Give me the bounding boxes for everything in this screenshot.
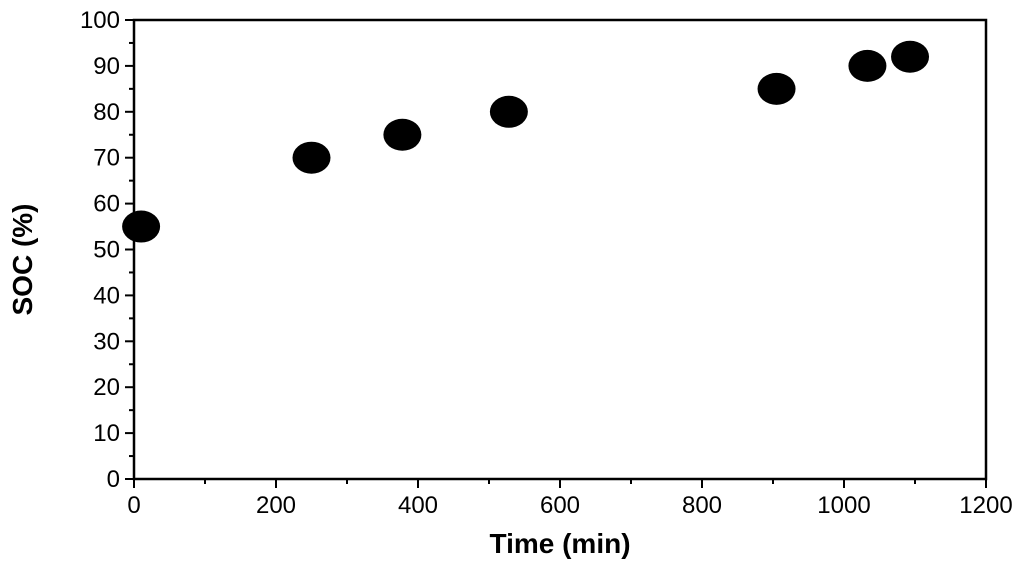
y-tick-label: 70 (93, 145, 120, 172)
y-tick-label: 10 (93, 420, 120, 447)
x-tick-label: 0 (127, 492, 140, 519)
y-tick-label: 80 (93, 99, 120, 126)
data-point (489, 95, 528, 128)
plot-frame (132, 18, 988, 481)
x-axis-label: Time (min) (489, 528, 630, 559)
x-tick-label: 1000 (817, 492, 870, 519)
y-tick-label: 40 (93, 282, 120, 309)
y-tick-label: 90 (93, 53, 120, 80)
data-point (848, 49, 887, 82)
x-tick-label: 1200 (959, 492, 1012, 519)
x-tick-label: 200 (256, 492, 296, 519)
data-point (383, 118, 422, 151)
y-tick-label: 20 (93, 374, 120, 401)
x-axis-ticks: 0 200 400 600 800 1000 1200 (127, 479, 1013, 519)
data-points (122, 40, 930, 243)
y-tick-label: 50 (93, 237, 120, 264)
data-point (891, 40, 930, 73)
y-axis-label: SOC (%) (7, 204, 38, 316)
data-point (122, 210, 161, 243)
y-tick-label: 100 (80, 7, 120, 34)
data-point (292, 141, 331, 174)
x-tick-label: 800 (682, 492, 722, 519)
y-axis-ticks: 0 10 20 30 40 50 60 70 80 90 100 (80, 7, 134, 493)
data-point (757, 72, 796, 105)
x-tick-label: 600 (540, 492, 580, 519)
y-tick-label: 0 (107, 466, 120, 493)
y-tick-label: 30 (93, 328, 120, 355)
y-tick-label: 60 (93, 191, 120, 218)
x-tick-label: 400 (398, 492, 438, 519)
